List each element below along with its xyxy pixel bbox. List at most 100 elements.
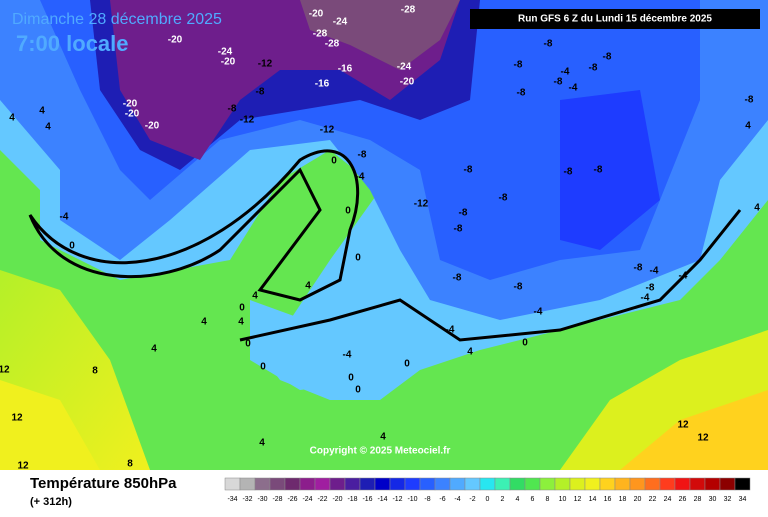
- legend-swatch: [659, 477, 676, 491]
- contour-label: -8: [554, 77, 563, 88]
- contour-label: -20: [309, 9, 324, 20]
- legend-label: 20: [634, 496, 642, 503]
- contour-label: 4: [380, 432, 386, 443]
- contour-label: -20: [145, 121, 160, 132]
- legend-label: -8: [424, 496, 430, 503]
- contour-label: -24: [218, 47, 233, 58]
- contour-label: 12: [677, 420, 689, 431]
- legend-swatch: [524, 477, 541, 491]
- contour-label: -8: [737, 17, 746, 28]
- field-title: Température 850hPa: [30, 475, 177, 492]
- contour-label: -4: [641, 293, 650, 304]
- legend-label: 14: [589, 496, 597, 503]
- copyright: Copyright © 2025 Meteociel.fr: [310, 446, 451, 457]
- legend-swatch: [689, 477, 706, 491]
- legend-swatch: [299, 477, 316, 491]
- contour-label: 4: [45, 122, 51, 133]
- contour-label: -4: [534, 307, 543, 318]
- contour-label: -8: [564, 167, 573, 178]
- contour-label: 0: [355, 385, 361, 396]
- legend-label: 8: [546, 496, 550, 503]
- legend-swatch: [269, 477, 286, 491]
- contour-label: 0: [355, 253, 361, 264]
- contour-label: 12: [697, 433, 709, 444]
- contour-label: 4: [754, 203, 760, 214]
- legend-label: -2: [469, 496, 475, 503]
- legend-label: 10: [559, 496, 567, 503]
- contour-label: -20: [168, 35, 183, 46]
- legend-swatch: [389, 477, 406, 491]
- legend-label: 16: [604, 496, 612, 503]
- legend-swatch: [719, 477, 736, 491]
- local-time: 7:00 locale: [16, 31, 129, 56]
- legend-swatch: [224, 477, 241, 491]
- contour-label: 4: [259, 438, 265, 449]
- legend-label: 18: [619, 496, 627, 503]
- legend-swatch: [614, 477, 631, 491]
- contour-label: 4: [151, 344, 157, 355]
- contour-label: -8: [589, 63, 598, 74]
- contour-label: -8: [745, 95, 754, 106]
- contour-label: 4: [201, 317, 207, 328]
- legend-label: 30: [709, 496, 717, 503]
- legend-label: -30: [257, 496, 267, 503]
- contour-label: -8: [228, 104, 237, 115]
- legend-label: 22: [649, 496, 657, 503]
- legend-swatch: [479, 477, 496, 491]
- legend-swatch: [344, 477, 361, 491]
- legend-label: -26: [287, 496, 297, 503]
- contour-label: -4: [446, 325, 455, 336]
- contour-label: -8: [454, 224, 463, 235]
- run-info: Run GFS 6 Z du Lundi 15 décembre 2025: [518, 14, 712, 25]
- legend-label: -12: [392, 496, 402, 503]
- legend-swatch: [449, 477, 466, 491]
- contour-label: -28: [401, 5, 416, 16]
- legend-swatch: [359, 477, 376, 491]
- contour-label: -16: [338, 64, 353, 75]
- contour-label: 0: [331, 156, 337, 167]
- legend-swatch: [599, 477, 616, 491]
- contour-label: -20: [123, 99, 138, 110]
- legend-label: -28: [272, 496, 282, 503]
- contour-label: -24: [333, 17, 348, 28]
- legend-swatch: [704, 477, 721, 491]
- legend-label: -14: [377, 496, 387, 503]
- contour-label: -4: [561, 67, 570, 78]
- contour-label: 4: [467, 347, 473, 358]
- contour-label: -8: [358, 150, 367, 161]
- legend-label: -4: [454, 496, 460, 503]
- run-date: Dimanche 28 décembre 2025: [12, 11, 222, 28]
- contour-label: -8: [453, 273, 462, 284]
- contour-label: -8: [256, 87, 265, 98]
- legend-swatch: [314, 477, 331, 491]
- forecast-step: (+ 312h): [30, 496, 72, 508]
- contour-label: -16: [315, 79, 330, 90]
- contour-label: -4: [60, 212, 69, 223]
- contour-label: -4: [650, 266, 659, 277]
- legend-swatch: [374, 477, 391, 491]
- contour-label: 0: [345, 206, 351, 217]
- contour-label: -24: [397, 62, 412, 73]
- legend-label: 0: [486, 496, 490, 503]
- contour-label: 0: [260, 362, 266, 373]
- legend-label: 12: [574, 496, 582, 503]
- legend-label: 32: [724, 496, 732, 503]
- legend-label: 6: [531, 496, 535, 503]
- legend-swatch: [464, 477, 481, 491]
- legend-swatch: [254, 477, 271, 491]
- contour-label: 0: [404, 359, 410, 370]
- contour-label: -8: [603, 52, 612, 63]
- legend-label: 24: [664, 496, 672, 503]
- legend-swatch: [494, 477, 511, 491]
- contour-label: 12: [17, 461, 29, 472]
- contour-label: -20: [125, 109, 140, 120]
- footer: [0, 470, 768, 512]
- contour-label: -8: [514, 60, 523, 71]
- contour-label: -4: [679, 271, 688, 282]
- legend-label: -10: [407, 496, 417, 503]
- legend-swatch: [509, 477, 526, 491]
- legend-swatch: [434, 477, 451, 491]
- contour-label: -8: [514, 282, 523, 293]
- legend-swatch: [239, 477, 256, 491]
